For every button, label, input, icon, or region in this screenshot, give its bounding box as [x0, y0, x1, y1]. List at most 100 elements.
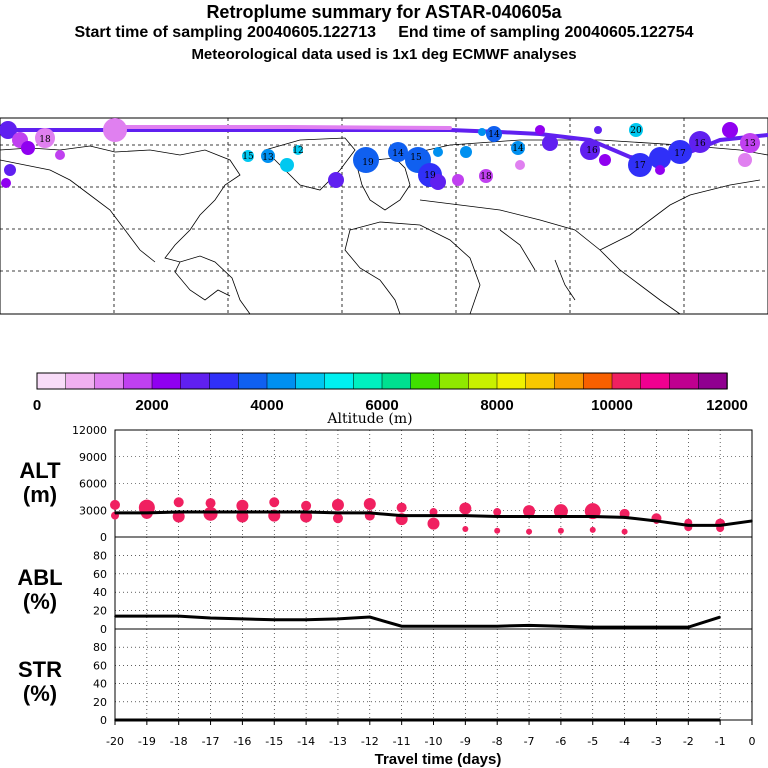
- alt-particle-dot: [621, 528, 628, 535]
- plume-particle-marker: [1, 178, 11, 188]
- plume-particle-marker: [478, 128, 486, 136]
- y-tick-label: 40: [93, 678, 107, 691]
- series-point: [177, 615, 180, 617]
- plume-particle-marker: [515, 160, 525, 170]
- colorbar-cell: [468, 372, 498, 390]
- x-tick-label: -14: [297, 735, 315, 748]
- colorbar-cell: [266, 372, 297, 390]
- alt-particle-dot: [589, 526, 596, 533]
- colorbar-cell: [410, 372, 441, 390]
- alt-particle-dot: [459, 502, 472, 515]
- series-point: [146, 615, 148, 617]
- plume-particle-marker: [4, 164, 16, 176]
- panel-str: 0 20 40 60 80 STR(%): [18, 628, 753, 727]
- plume-particle-marker: [55, 150, 65, 160]
- alt-particle-dot: [396, 502, 407, 513]
- map-age-label: 17: [674, 149, 686, 159]
- map-age-label: 16: [694, 139, 706, 149]
- map-age-label: 15: [410, 153, 422, 163]
- x-tick-label: -7: [524, 735, 535, 748]
- series-point: [400, 514, 403, 517]
- colorbar-cell: [180, 372, 211, 390]
- series-point: [369, 616, 371, 618]
- x-tick-label: -11: [393, 735, 411, 748]
- y-tick-label: 0: [100, 531, 107, 544]
- series-point: [687, 626, 690, 628]
- colorbar-cell: [525, 372, 556, 390]
- y-tick-label: 9000: [79, 451, 107, 464]
- chart-title: Retroplume summary for ASTAR-040605a: [206, 2, 562, 22]
- panel-abl: 0 20 40 60 80 ABL(%): [17, 536, 753, 636]
- alt-particle-dot: [236, 499, 249, 512]
- sampling-times: Start time of sampling 20040605.122713 E…: [0, 24, 768, 42]
- y-tick-label: 0: [100, 714, 107, 727]
- x-tick-label: -18: [170, 735, 188, 748]
- alt-particle-dot: [332, 513, 343, 524]
- plume-particle-marker: [280, 158, 294, 172]
- x-tick-label: -3: [651, 735, 662, 748]
- alt-particle-dot: [494, 527, 501, 534]
- alt-particle-dot: [523, 505, 536, 518]
- x-axis: -20 -19 -18 -17 -16 -15 -14 -13 -12 -11 -10 -9 -8 -7-…: [106, 720, 756, 748]
- series-point: [464, 514, 467, 517]
- map-age-label: 15: [242, 152, 254, 162]
- series-point: [560, 625, 562, 628]
- retroplume-map: 19 14 15 12 13 18 19 20 16 17 16 13 15 14 17 18 14: [0, 117, 768, 315]
- x-tick-label: -20: [106, 735, 124, 748]
- colorbar-cell: [439, 372, 469, 390]
- plume-particle-marker: [35, 128, 55, 148]
- time-series-panels: 030006000900012000ALT(m)020406080ABL(%)0…: [17, 424, 753, 727]
- series-point: [305, 619, 307, 621]
- series-line-abl: [115, 614, 721, 629]
- series-point: [114, 615, 116, 617]
- y-tick-label: 3000: [79, 504, 107, 517]
- plume-particle-marker: [535, 125, 545, 135]
- panel-frame: [114, 536, 753, 630]
- panel-unit-alt: (m): [23, 482, 57, 507]
- series-point: [719, 524, 721, 527]
- series-point: [305, 511, 307, 513]
- colorbar-tick-label: 10000: [591, 397, 633, 414]
- plume-particle-marker: [740, 133, 760, 153]
- panel-label-alt: ALT: [19, 458, 61, 483]
- x-tick-label: -2: [683, 735, 694, 748]
- colorbar-cell: [640, 372, 671, 390]
- series-point: [528, 624, 530, 627]
- map-age-label: 17: [634, 161, 646, 171]
- colorbar-cell: [295, 372, 326, 390]
- y-tick-label: 60: [93, 659, 107, 672]
- x-tick-label: -6: [555, 735, 566, 748]
- series-point: [623, 626, 626, 628]
- alt-particle-dot: [331, 498, 344, 511]
- y-tick-label: 20: [93, 696, 107, 709]
- alt-particle-dot: [205, 498, 216, 509]
- series-point: [623, 516, 626, 519]
- series-point: [591, 515, 594, 518]
- colorbar-cell: [209, 372, 239, 390]
- x-tick-label: -19: [138, 735, 156, 748]
- start-time: Start time of sampling 20040605.122713: [74, 24, 377, 41]
- plume-particle-marker: [738, 153, 752, 167]
- colorbar-cell: [496, 372, 527, 390]
- alt-particle-dot: [493, 508, 502, 517]
- y-tick-label: 0: [100, 623, 107, 636]
- met-data-note: Meteorological data used is 1x1 deg ECMW…: [191, 46, 577, 63]
- plume-particle-marker: [261, 149, 275, 163]
- colorbar-tick-label: 0: [33, 397, 41, 414]
- series-point: [146, 512, 148, 514]
- plume-particle-marker: [328, 172, 344, 188]
- colorbar-label: Altitude (m): [326, 411, 412, 427]
- map-age-label: 14: [512, 144, 524, 154]
- map-age-label: 12: [292, 146, 303, 156]
- panel-unit-abl: (%): [23, 589, 57, 614]
- colorbar-cell: [698, 372, 728, 390]
- colorbar-cell: [583, 372, 613, 390]
- series-point: [337, 618, 339, 620]
- colorbar-cell: [65, 372, 96, 390]
- series-point: [209, 617, 212, 619]
- y-tick-label: 6000: [79, 478, 107, 491]
- plume-particle-marker: [460, 146, 472, 158]
- plume-particle-marker: [628, 153, 652, 177]
- series-point: [209, 511, 212, 513]
- series-point: [528, 515, 530, 518]
